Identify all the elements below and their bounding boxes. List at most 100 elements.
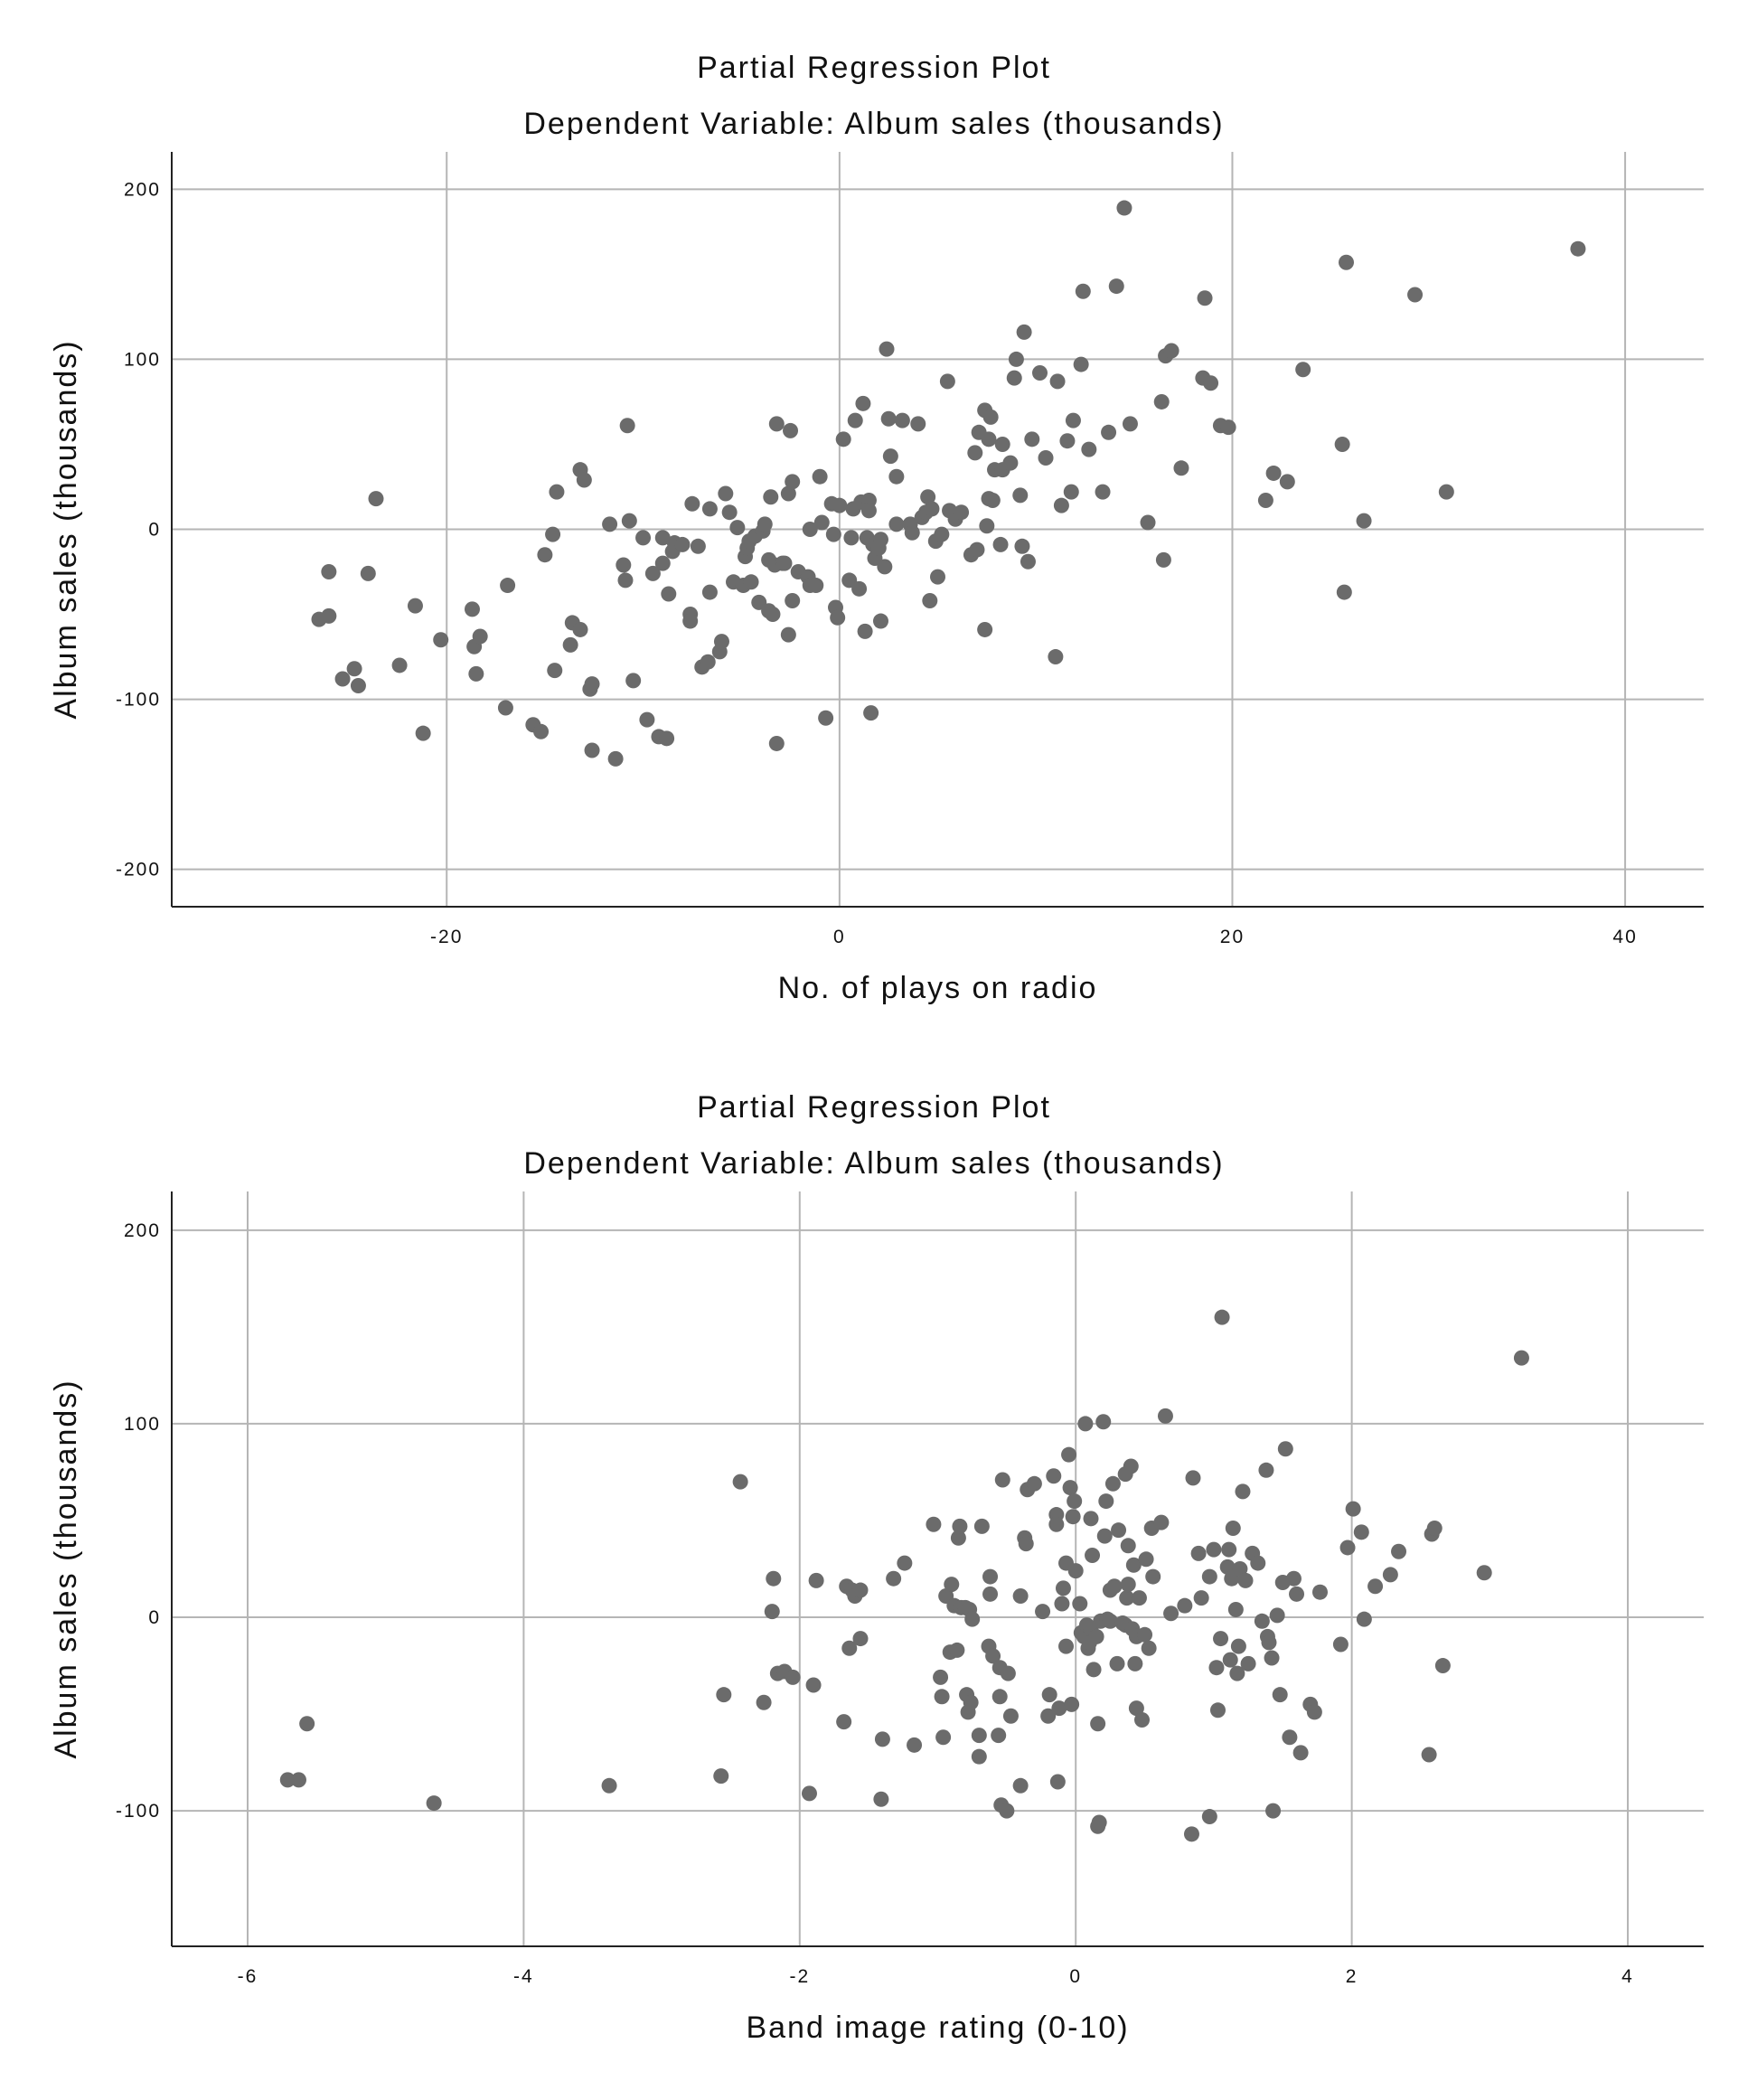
chart-title: Partial Regression Plot [697, 1090, 1051, 1125]
data-point [1421, 1747, 1437, 1763]
data-point [1032, 364, 1048, 381]
data-point [700, 654, 716, 670]
data-point [872, 613, 888, 629]
data-point [776, 555, 793, 571]
data-point [547, 663, 563, 679]
data-point [639, 711, 655, 728]
data-point [659, 730, 675, 747]
data-point [1250, 1555, 1266, 1571]
data-point [1173, 460, 1189, 476]
data-point [785, 592, 801, 608]
data-point [818, 710, 834, 726]
chart-subtitle: Dependent Variable: Album sales (thousan… [523, 1146, 1225, 1181]
x-tick-label: 2 [1346, 1966, 1358, 1987]
y-tick-label: 100 [124, 1414, 161, 1435]
data-point [1177, 1597, 1193, 1614]
data-point [835, 431, 851, 447]
data-point [1026, 1475, 1042, 1492]
data-point [360, 565, 376, 581]
data-point [1073, 356, 1089, 372]
data-point [1096, 1528, 1113, 1544]
data-point [1138, 1551, 1154, 1568]
data-point [1438, 484, 1454, 500]
data-point [1125, 1557, 1142, 1573]
data-point [1038, 450, 1054, 466]
data-point [426, 1795, 442, 1812]
data-point [979, 518, 995, 534]
data-point [1000, 1665, 1016, 1681]
data-point [933, 1669, 949, 1685]
data-point [584, 676, 600, 692]
data-point [1339, 1540, 1356, 1556]
data-point [857, 623, 873, 639]
data-point [1219, 1559, 1236, 1575]
data-point [999, 1803, 1015, 1819]
data-point [825, 526, 841, 542]
data-point [1063, 484, 1079, 500]
data-point [1232, 1561, 1248, 1577]
partial-regression-plot-radio: Partial Regression Plot Dependent Variab… [0, 0, 1748, 1031]
data-point [1206, 1541, 1222, 1558]
data-point [1040, 1708, 1057, 1724]
data-point [545, 526, 561, 542]
data-point [1356, 513, 1372, 529]
data-point [1077, 1416, 1094, 1432]
data-point [1012, 1587, 1029, 1604]
data-point [922, 592, 938, 608]
data-point [1055, 1580, 1071, 1596]
partial-regression-plot-band-image: Partial Regression Plot Dependent Variab… [0, 1040, 1748, 2070]
data-point [1101, 424, 1117, 440]
x-axis-title: No. of plays on radio [778, 971, 1098, 1005]
data-point [785, 1669, 801, 1685]
data-point [1137, 1626, 1153, 1643]
data-point [549, 484, 565, 500]
data-point [873, 1791, 889, 1807]
data-point [756, 1694, 772, 1710]
data-point [279, 1772, 296, 1788]
data-point [468, 665, 484, 682]
data-point [621, 513, 637, 529]
data-point [954, 504, 970, 521]
data-point [299, 1716, 315, 1732]
y-tick-label: 200 [124, 1220, 161, 1241]
data-point [877, 559, 893, 575]
data-point [1016, 324, 1032, 340]
data-point [1116, 200, 1132, 216]
data-point [1237, 1572, 1254, 1588]
x-tick-label: 4 [1621, 1966, 1634, 1987]
data-point [802, 522, 818, 537]
data-point [886, 1570, 902, 1587]
data-point [572, 621, 588, 637]
data-point [1049, 1774, 1066, 1790]
data-point [1140, 514, 1156, 531]
x-tick-label: 20 [1220, 927, 1245, 947]
x-tick-label: -4 [513, 1966, 534, 1987]
data-point [1264, 1650, 1280, 1666]
data-point [757, 516, 773, 532]
data-point [981, 431, 997, 447]
data-point [1157, 1408, 1173, 1424]
data-point [1014, 538, 1030, 554]
data-point [584, 742, 600, 758]
data-point [1230, 1638, 1246, 1654]
y-tick-label: -100 [116, 1801, 161, 1822]
data-point [860, 503, 877, 519]
data-point [500, 578, 516, 594]
data-point [1285, 1570, 1302, 1587]
data-point [1163, 1606, 1179, 1622]
data-point [1122, 416, 1138, 432]
data-point [1426, 1521, 1443, 1537]
data-point [1229, 1665, 1245, 1681]
data-point [952, 1518, 968, 1534]
y-tick-label: -100 [116, 690, 161, 711]
data-point [1131, 1590, 1147, 1606]
data-point [1141, 1640, 1157, 1656]
data-point [985, 1648, 1001, 1664]
data-point [841, 1640, 858, 1656]
data-point [982, 1568, 999, 1585]
data-point [1048, 1516, 1065, 1532]
data-point [934, 1689, 950, 1705]
data-point [991, 1728, 1007, 1744]
data-point [1183, 1826, 1199, 1842]
data-point [321, 607, 337, 624]
